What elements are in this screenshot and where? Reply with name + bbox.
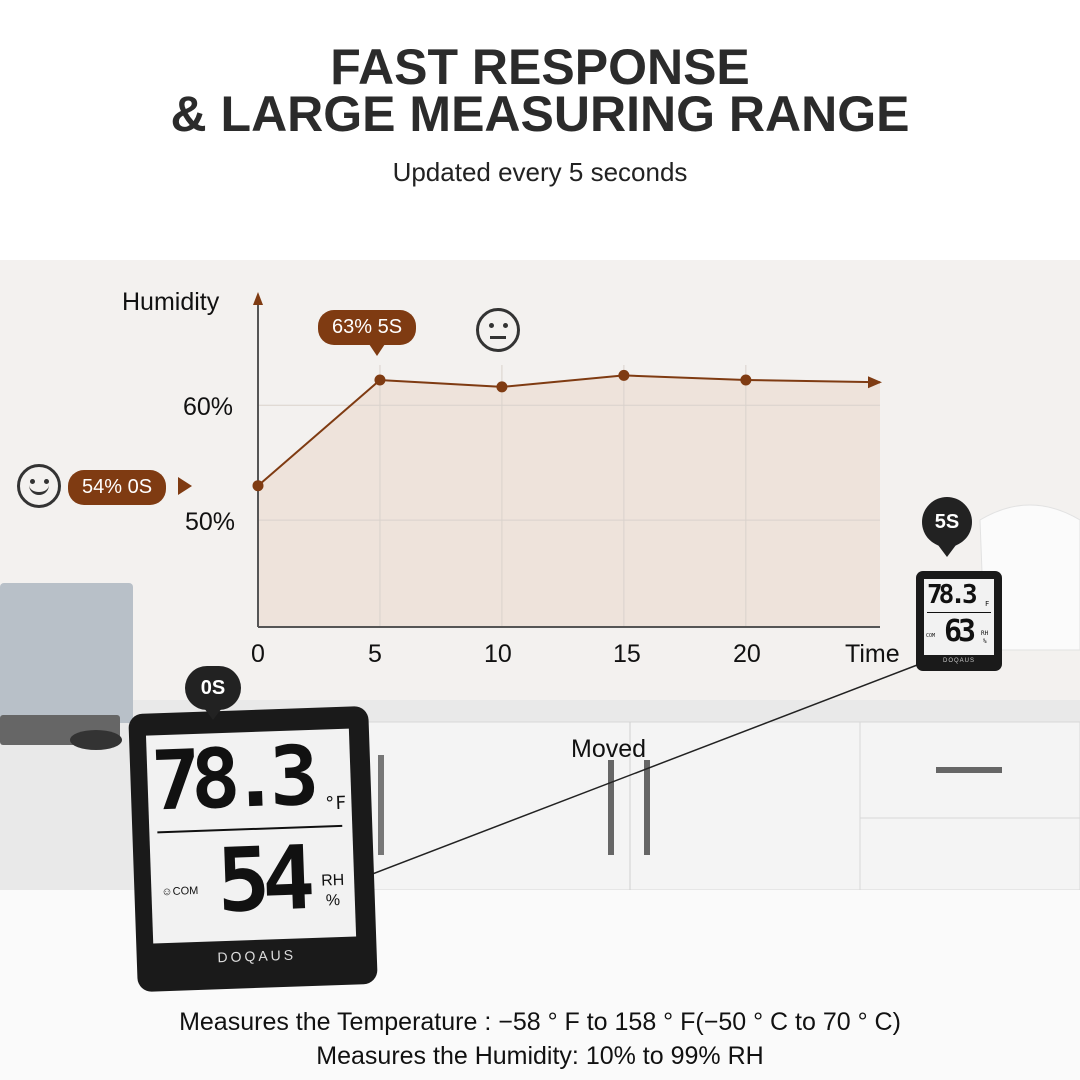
data-point <box>618 369 630 381</box>
temperature-value: 78.3 <box>927 580 978 610</box>
annotation-pointer <box>369 344 385 356</box>
y-tick-50: 50% <box>185 508 236 536</box>
data-point <box>496 381 508 393</box>
x-tick-20: 20 <box>733 640 761 668</box>
annotation-63-5s: 63% 5S <box>318 310 417 345</box>
humidity-value: 54 <box>215 826 309 933</box>
series-arrow <box>868 376 882 389</box>
time-pin-0s: 0S <box>185 666 241 720</box>
x-tick-10: 10 <box>484 640 512 668</box>
moved-label: Moved <box>571 735 647 763</box>
thermometer-small: 78.3 F 63 RH % COM DOQAUS <box>916 571 1002 671</box>
temperature-value: 78.3 <box>149 729 311 830</box>
x-axis-label: Time <box>845 640 900 668</box>
humidity-percent: % <box>325 891 341 910</box>
time-pin-5s: 5S <box>922 497 972 557</box>
x-tick-0: 0 <box>251 640 265 668</box>
y-axis-arrow <box>253 292 263 305</box>
smiley-face-icon <box>17 464 61 508</box>
humidity-range-text: Measures the Humidity: 10% to 99% RH <box>316 1042 764 1070</box>
annotation-54-0s: 54% 0S <box>68 470 167 505</box>
brand-logo: DOQAUS <box>942 658 975 664</box>
headline-line1: FAST RESPONSE <box>330 39 750 95</box>
data-point <box>740 374 752 386</box>
area-fill <box>258 375 880 627</box>
neutral-face-icon <box>476 308 520 352</box>
humidity-value: 63 <box>944 614 976 649</box>
humidity-unit: RH <box>981 630 989 637</box>
headline-line2: & LARGE MEASURING RANGE <box>170 86 910 142</box>
brand-logo: DOQAUS <box>217 946 297 966</box>
humidity-unit: RH <box>320 871 345 890</box>
lcd-screen: 78.3 °F 54 RH % ☺COM <box>145 728 357 944</box>
temperature-range-text: Measures the Temperature : −58 ° F to 15… <box>179 1008 901 1036</box>
series-line <box>257 374 881 487</box>
temperature-unit: F <box>985 600 990 608</box>
data-point <box>252 480 264 492</box>
annotation-pointer <box>178 477 192 495</box>
x-tick-15: 15 <box>613 640 641 668</box>
thermometer-large: 78.3 °F 54 RH % ☺COM DOQAUS <box>128 705 378 993</box>
humidity-percent: % <box>983 638 987 645</box>
comfort-indicator: COM <box>926 633 936 639</box>
data-point <box>374 374 386 386</box>
comfort-indicator: ☺COM <box>161 884 199 899</box>
lcd-screen: 78.3 F 63 RH % COM <box>924 579 994 655</box>
moved-arrow-line <box>361 661 926 879</box>
x-tick-5: 5 <box>368 640 382 668</box>
y-axis-label: Humidity <box>122 288 220 316</box>
y-tick-60: 60% <box>183 393 234 421</box>
subtitle: Updated every 5 seconds <box>392 157 688 187</box>
temperature-unit: °F <box>324 792 347 815</box>
